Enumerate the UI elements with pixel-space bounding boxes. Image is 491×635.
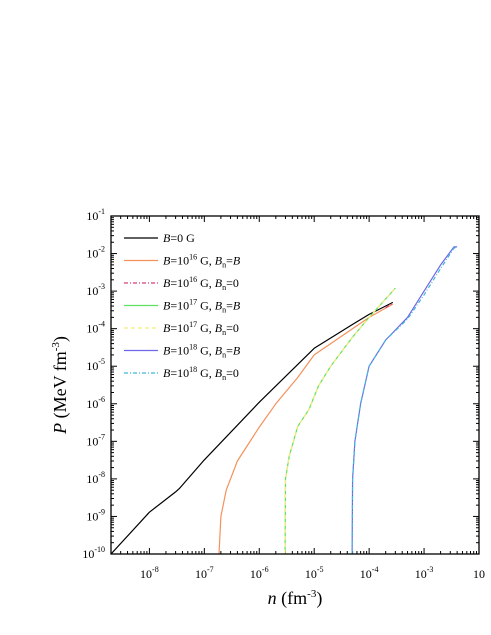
y-tick-label: 10-6	[86, 395, 105, 411]
y-tick-label: 10-9	[86, 507, 105, 523]
legend-label-1: B=0 G	[163, 231, 195, 245]
y-tick-label: 10-7	[86, 432, 105, 448]
x-tick-label: 10-7	[195, 565, 214, 581]
plot-frame	[110, 215, 480, 555]
y-tick-label: 10-3	[86, 282, 105, 298]
series-line-2	[218, 303, 394, 554]
x-tick-label: 10-3	[415, 565, 434, 581]
series-line-6	[351, 246, 458, 554]
y-tick-label: 10-1	[86, 207, 105, 223]
legend: B=0 G B=1016 G, Bn=B B=1016 G, Bn=0 B=1017 …	[124, 231, 241, 382]
series-line-1	[111, 301, 394, 554]
series-line-5	[284, 287, 396, 554]
legend-label-2: B=1016 G, Bn=B	[163, 253, 241, 270]
x-tick-label: 10-5	[305, 565, 324, 581]
series-layer	[111, 246, 458, 554]
tick-labels: 10-8 10-7 10-6 10-5 10-4 10-3 10 10-1 10-2 10-3 10…	[82, 207, 485, 581]
y-tick-label: 10-10	[82, 545, 105, 561]
legend-label-3: B=1016 G, Bn=0	[163, 275, 239, 292]
x-tick-label: 10-6	[250, 565, 269, 581]
legend-label-6: B=1018 G, Bn=B	[163, 343, 241, 360]
series-line-7	[351, 246, 458, 554]
legend-label-7: B=1018 G, Bn=0	[163, 365, 239, 382]
x-axis-title: n (fm-3)	[268, 588, 323, 609]
legend-label-4: B=1017 G, Bn=B	[163, 298, 241, 315]
series-line-3	[385, 302, 394, 309]
x-tick-label: 10-8	[140, 565, 159, 581]
x-tick-label: 10	[473, 567, 485, 581]
y-tick-label: 10-8	[86, 470, 105, 486]
y-tick-label: 10-5	[86, 357, 105, 373]
y-axis-title: P (MeV fm-3)	[50, 336, 71, 435]
y-tick-label: 10-4	[86, 320, 105, 336]
legend-label-5: B=1017 G, Bn=0	[163, 320, 239, 337]
y-tick-label: 10-2	[86, 245, 105, 261]
x-tick-label: 10-4	[360, 565, 379, 581]
